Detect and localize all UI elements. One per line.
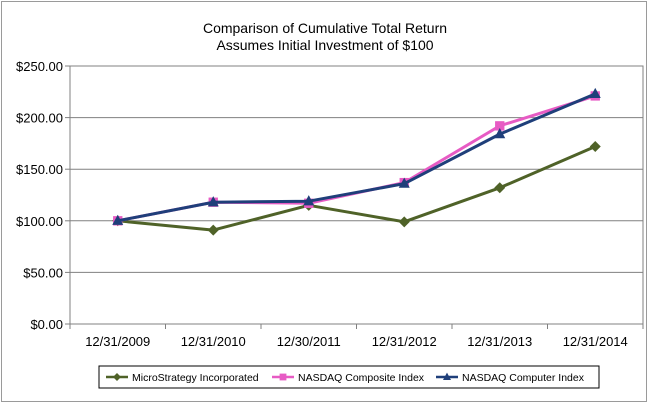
chart-subtitle: Assumes Initial Investment of $100 [216,37,433,53]
series-line [117,94,596,223]
data-point [398,177,410,188]
data-point [207,224,219,236]
data-point [494,128,506,139]
data-point [589,87,601,98]
x-tick-label: 12/31/2012 [372,334,437,349]
x-axis-ticks: 12/31/2009 12/31/2010 12/30/2011 12/31/2012… [69,324,644,349]
series-nasdaq-composite-index [113,91,600,226]
series-line [117,92,596,223]
legend-item: MicroStrategy Incorporated [106,372,259,384]
series-microstrategy-incorporated [112,140,601,236]
x-tick-label: 12/31/2014 [563,334,628,349]
x-tick-label: 12/31/2010 [181,334,246,349]
legend: MicroStrategy Incorporated NASDAQ Composi… [98,365,600,389]
legend-box [98,365,600,389]
legend-item: NASDAQ Computer Index [436,372,585,384]
series-line [117,145,596,232]
x-tick-label: 12/31/2009 [85,334,150,349]
y-tick-label: $50.00 [23,265,63,280]
y-tick-label: $250.00 [16,59,63,74]
legend-marker-icon [279,373,287,381]
y-tick-label: $200.00 [16,111,63,126]
y-axis-ticks: $0.00 $50.00 $100.00 $150.00 $200.00 $250.00 [16,59,70,332]
series-group [112,87,601,236]
legend-marker-icon [113,373,121,381]
chart-title: Comparison of Cumulative Total Return [203,20,447,36]
data-point [207,196,219,207]
legend-label: NASDAQ Composite Index [298,372,425,384]
gridlines [70,65,643,273]
data-point [494,182,506,194]
legend-label: MicroStrategy Incorporated [132,372,259,384]
legend-marker-icon [443,372,451,380]
data-point [495,121,505,131]
data-point [303,195,315,206]
data-point [398,216,410,228]
y-tick-label: $0.00 [30,317,63,332]
series-nasdaq-computer-index [112,87,601,225]
legend-label: NASDAQ Computer Index [462,372,585,384]
legend-item: NASDAQ Composite Index [272,372,425,384]
y-tick-label: $150.00 [16,162,63,177]
y-tick-label: $100.00 [16,214,63,229]
plot-area [69,65,644,325]
x-tick-label: 12/30/2011 [277,334,341,349]
data-point [589,140,601,152]
data-point [112,214,124,225]
x-tick-label: 12/31/2013 [467,334,532,349]
